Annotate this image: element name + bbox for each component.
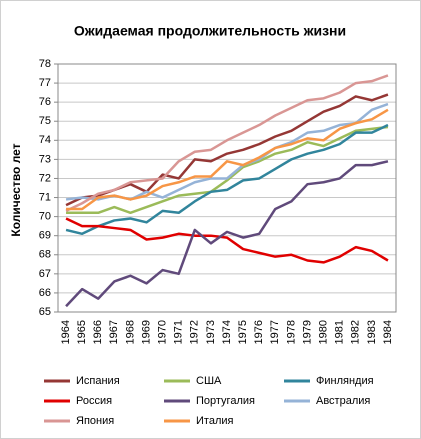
x-tick-label: 1983	[366, 320, 378, 344]
legend-label: Португалия	[196, 395, 255, 407]
series-line	[65, 74, 389, 213]
legend-label: Япония	[76, 415, 114, 427]
x-tick-label: 1967	[108, 320, 120, 344]
y-tick-label: 67	[39, 268, 51, 280]
series-line	[65, 123, 389, 236]
y-tick-label: 71	[39, 191, 51, 203]
y-tick-label: 75	[39, 115, 51, 127]
x-tick-label: 1973	[205, 320, 217, 344]
x-tick-label: 1978	[285, 320, 297, 344]
legend-label: Италия	[196, 415, 234, 427]
x-tick-label: 1975	[237, 320, 249, 344]
x-tick-label: 1971	[173, 320, 185, 344]
x-tick-label: 1979	[301, 320, 313, 344]
x-tick-label: 1972	[189, 320, 201, 344]
y-tick-label: 73	[39, 153, 51, 165]
y-tick-label: 72	[39, 172, 51, 184]
y-tick-label: 66	[39, 287, 51, 299]
y-tick-label: 76	[39, 96, 51, 108]
x-tick-label: 1976	[253, 320, 265, 344]
y-tick-label: 65	[39, 306, 51, 318]
x-tick-label: 1968	[124, 320, 136, 344]
y-tick-label: 70	[39, 211, 51, 223]
series-line	[65, 160, 389, 308]
series-line	[66, 125, 389, 215]
y-axis-label: Количество лет	[9, 143, 23, 236]
legend-label: Австралия	[316, 395, 370, 407]
x-tick-label: 1980	[317, 320, 329, 344]
x-tick-label: 1981	[334, 320, 346, 344]
legend-label: Финляндия	[316, 375, 374, 387]
series-line	[65, 217, 389, 264]
x-tick-label: 1984	[382, 320, 394, 344]
y-tick-label: 68	[39, 249, 51, 261]
x-tick-label: 1977	[269, 320, 281, 344]
x-tick-label: 1974	[221, 320, 233, 344]
x-tick-label: 1966	[92, 320, 104, 344]
x-tick-label: 1982	[350, 320, 362, 344]
y-tick-label: 77	[39, 77, 51, 89]
legend-label: США	[196, 375, 222, 387]
series-line	[66, 108, 389, 211]
x-tick-label: 1965	[76, 320, 88, 344]
y-tick-label: 78	[39, 58, 51, 70]
y-tick-label: 74	[39, 134, 51, 146]
y-tick-label: 69	[39, 230, 51, 242]
plot-border	[57, 63, 397, 313]
legend-label: Россия	[76, 395, 112, 407]
x-tick-label: 1964	[60, 320, 72, 344]
x-tick-label: 1969	[140, 320, 152, 344]
chart-title: Ожидаемая продолжительность жизни	[74, 23, 346, 39]
x-tick-label: 1970	[157, 320, 169, 344]
legend-label: Испания	[76, 375, 120, 387]
